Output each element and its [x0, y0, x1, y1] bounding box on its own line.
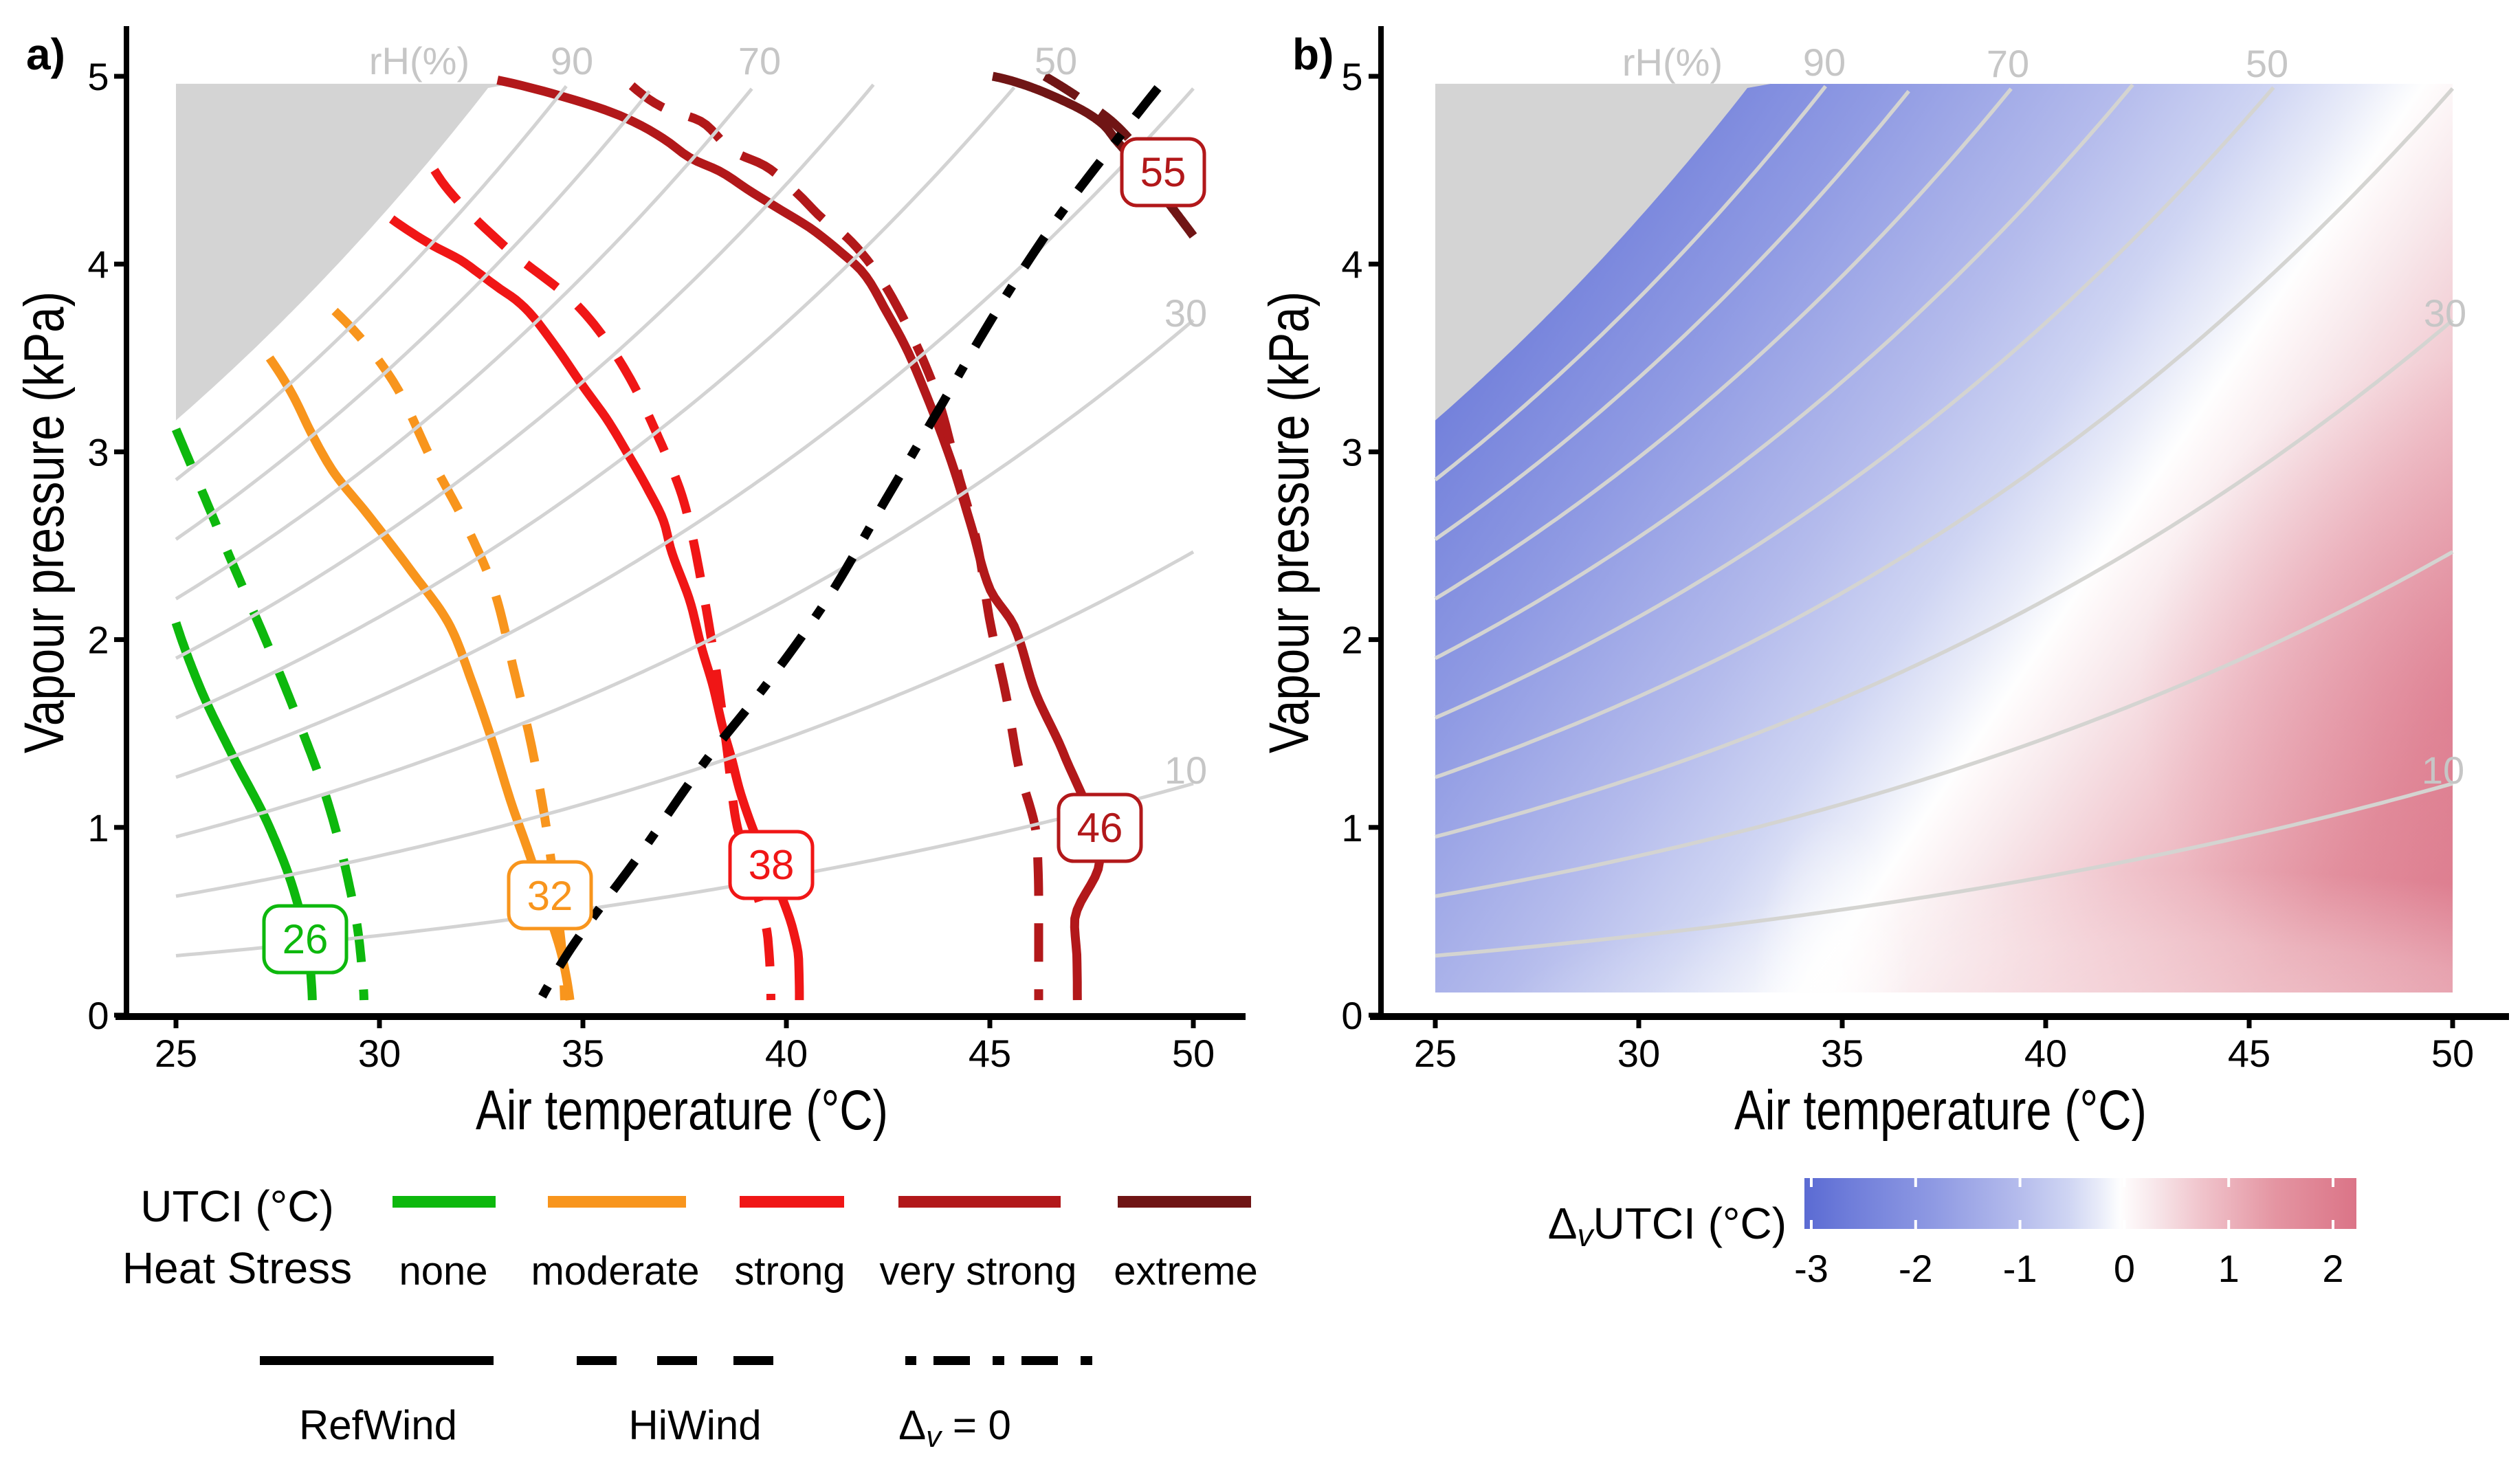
svg-text:rH(%): rH(%)	[369, 39, 469, 82]
svg-text:1: 1	[2218, 1247, 2240, 1290]
svg-text:0: 0	[87, 994, 109, 1037]
svg-text:Air temperature (°C): Air temperature (°C)	[476, 1079, 888, 1142]
svg-text:35: 35	[562, 1032, 604, 1075]
svg-text:32: 32	[527, 873, 573, 919]
svg-text:45: 45	[2228, 1032, 2270, 1075]
svg-text:2: 2	[1341, 619, 1362, 662]
svg-text:30: 30	[2424, 291, 2466, 335]
svg-text:Δv = 0: Δv = 0	[898, 1402, 1011, 1454]
svg-text:2: 2	[2322, 1247, 2343, 1290]
svg-text:Heat Stress: Heat Stress	[122, 1243, 352, 1293]
svg-text:35: 35	[1821, 1032, 1864, 1075]
svg-text:50: 50	[1035, 39, 1077, 82]
svg-text:90: 90	[551, 39, 593, 82]
svg-text:26: 26	[283, 916, 329, 962]
svg-text:4: 4	[1341, 243, 1362, 286]
svg-text:Air temperature (°C): Air temperature (°C)	[1734, 1079, 2147, 1142]
svg-text:very strong: very strong	[880, 1249, 1077, 1294]
svg-text:50: 50	[2246, 42, 2288, 85]
svg-text:4: 4	[87, 243, 109, 286]
svg-text:90: 90	[1803, 41, 1846, 84]
svg-text:30: 30	[358, 1032, 401, 1075]
svg-text:RefWind: RefWind	[299, 1402, 457, 1448]
svg-text:1: 1	[1341, 806, 1362, 850]
svg-text:a): a)	[26, 30, 65, 79]
svg-text:UTCI (°C): UTCI (°C)	[140, 1182, 334, 1231]
svg-text:46: 46	[1077, 805, 1123, 851]
svg-text:70: 70	[738, 39, 781, 82]
svg-text:strong: strong	[734, 1249, 845, 1294]
svg-text:-2: -2	[1899, 1247, 1933, 1290]
svg-text:3: 3	[1341, 430, 1362, 474]
svg-text:40: 40	[765, 1032, 808, 1075]
svg-text:-3: -3	[1794, 1247, 1828, 1290]
svg-text:none: none	[399, 1249, 487, 1294]
svg-text:30: 30	[1617, 1032, 1660, 1075]
svg-text:40: 40	[2024, 1032, 2067, 1075]
svg-text:30: 30	[1164, 291, 1207, 335]
svg-text:HiWind: HiWind	[628, 1402, 761, 1448]
svg-text:10: 10	[2422, 748, 2464, 792]
svg-text:5: 5	[1341, 55, 1362, 98]
svg-text:50: 50	[2431, 1032, 2474, 1075]
svg-text:25: 25	[155, 1032, 197, 1075]
svg-text:3: 3	[87, 430, 109, 474]
svg-text:45: 45	[969, 1032, 1011, 1075]
svg-text:1: 1	[87, 806, 109, 850]
svg-text:0: 0	[2114, 1247, 2135, 1290]
svg-text:50: 50	[1172, 1032, 1215, 1075]
svg-text:b): b)	[1292, 30, 1334, 79]
svg-text:2: 2	[87, 619, 109, 662]
svg-text:Vapour pressure (kPa): Vapour pressure (kPa)	[13, 291, 76, 753]
svg-text:moderate: moderate	[531, 1249, 699, 1294]
svg-text:rH(%): rH(%)	[1622, 41, 1723, 84]
svg-text:38: 38	[749, 842, 795, 888]
svg-text:-1: -1	[2003, 1247, 2037, 1290]
svg-text:0: 0	[1341, 994, 1362, 1037]
svg-text:70: 70	[1987, 42, 2029, 85]
svg-text:5: 5	[87, 55, 109, 98]
svg-text:extreme: extreme	[1114, 1249, 1258, 1294]
svg-text:25: 25	[1414, 1032, 1457, 1075]
svg-text:55: 55	[1140, 149, 1186, 195]
svg-text:Vapour pressure (kPa): Vapour pressure (kPa)	[1258, 291, 1320, 753]
svg-text:10: 10	[1164, 748, 1207, 792]
